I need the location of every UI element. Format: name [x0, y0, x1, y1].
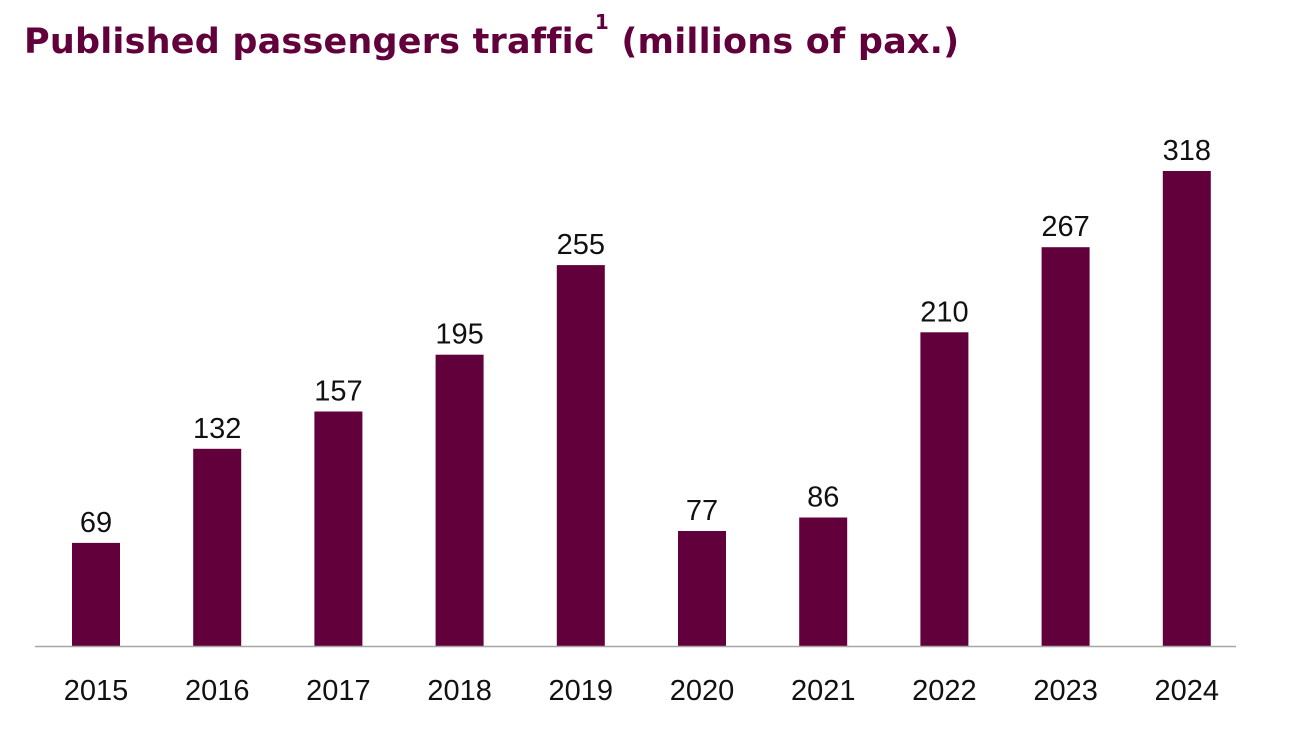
value-label-2015: 69: [80, 507, 112, 539]
value-label-2018: 195: [435, 319, 483, 351]
x-tick-label-2023: 2023: [1033, 675, 1098, 707]
x-tick-label-2018: 2018: [427, 675, 492, 707]
x-tick-labels-group: 2015 2016 2017 2018 2019 2020 2021 2022 2023 2024: [64, 675, 1219, 707]
chart-title-main: Published passengers traffic: [24, 22, 595, 62]
x-tick-label-2024: 2024: [1155, 675, 1220, 707]
bar-2021: [799, 517, 848, 646]
x-tick-label-2017: 2017: [306, 675, 371, 707]
bar-2020: [678, 531, 726, 646]
bar-2024: [1162, 171, 1211, 646]
chart-title-footnote-marker: 1: [594, 10, 609, 34]
value-labels-group: 69 132 157 195 255 77 86 210 267 318: [80, 135, 1211, 539]
x-tick-label-2016: 2016: [185, 675, 250, 707]
bar-2015: [72, 542, 120, 646]
value-label-2023: 267: [1041, 211, 1089, 243]
bar-2022: [920, 332, 969, 646]
value-label-2021: 86: [807, 482, 839, 514]
chart-title: Published passengers traffic1 (millions …: [24, 12, 960, 68]
bar-2023: [1041, 247, 1090, 646]
bar-2017: [314, 411, 363, 646]
value-label-2019: 255: [557, 229, 605, 261]
value-label-2020: 77: [686, 495, 718, 527]
value-label-2016: 132: [193, 413, 241, 445]
bar-2018: [435, 354, 484, 646]
chart-title-unit: (millions of pax.): [608, 22, 960, 62]
x-tick-label-2022: 2022: [912, 675, 977, 707]
value-label-2017: 157: [314, 376, 362, 408]
x-tick-label-2015: 2015: [64, 675, 129, 707]
x-tick-label-2020: 2020: [670, 675, 735, 707]
bar-2016: [193, 448, 242, 646]
x-tick-label-2019: 2019: [549, 675, 614, 707]
bars-group: [72, 171, 1211, 646]
value-label-2022: 210: [920, 296, 968, 328]
bar-2019: [556, 265, 605, 646]
x-tick-label-2021: 2021: [791, 675, 856, 707]
value-label-2024: 318: [1163, 135, 1211, 167]
